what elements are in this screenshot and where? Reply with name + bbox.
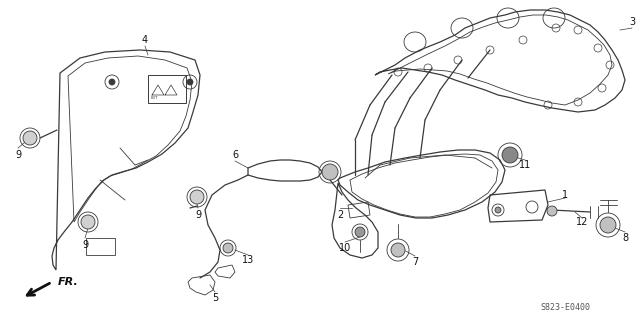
Bar [148,75,186,103]
Circle shape [495,207,501,213]
Text: 9: 9 [195,210,201,220]
Circle shape [322,164,338,180]
Text: 9: 9 [15,150,21,160]
Text: 3: 3 [629,17,635,27]
Circle shape [600,217,616,233]
Text: 5: 5 [212,293,218,303]
Text: 10: 10 [339,243,351,253]
Text: HOT: HOT [151,96,159,100]
Circle shape [109,79,115,85]
Text: 7: 7 [412,257,418,267]
Text: 4: 4 [142,35,148,45]
Text: 13: 13 [242,255,254,265]
Text: 12: 12 [576,217,588,227]
Circle shape [81,215,95,229]
Text: 2: 2 [337,210,343,220]
Text: FR.: FR. [58,277,79,287]
Text: 1: 1 [562,190,568,200]
Circle shape [355,227,365,237]
Circle shape [223,243,233,253]
Text: 9: 9 [82,240,88,250]
Circle shape [190,190,204,204]
Circle shape [23,131,37,145]
Circle shape [502,147,518,163]
Text: 6: 6 [232,150,238,160]
Text: 11: 11 [519,160,531,170]
Circle shape [187,79,193,85]
Text: 8: 8 [622,233,628,243]
Text: S823-E0400: S823-E0400 [540,303,590,313]
Circle shape [547,206,557,216]
Circle shape [391,243,405,257]
